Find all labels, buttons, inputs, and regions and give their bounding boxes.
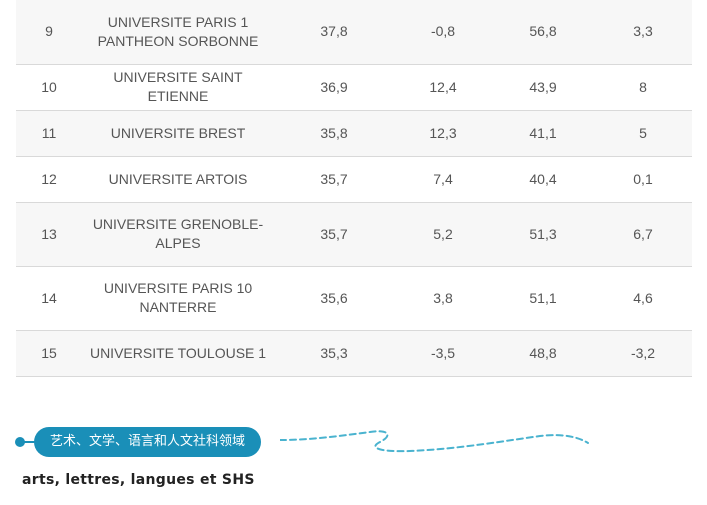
value-1-cell: 35,8 (274, 110, 394, 157)
value-2-cell: 7,4 (394, 156, 492, 203)
section-subtitle: arts, lettres, langues et SHS (22, 472, 255, 488)
value-3-cell: 43,9 (492, 64, 594, 111)
university-name-cell: UNIVERSITE TOULOUSE 1 (82, 330, 274, 377)
value-2-cell: 12,4 (394, 64, 492, 111)
table-row: 11 UNIVERSITE BREST 35,8 12,3 41,1 5 (16, 110, 692, 157)
university-name-cell: UNIVERSITE GRENOBLE-ALPES (82, 202, 274, 267)
value-1-cell: 35,7 (274, 156, 394, 203)
section-tag: 艺术、文学、语言和人文社科领域 (34, 427, 262, 457)
value-4-cell: 6,7 (594, 202, 692, 267)
value-4-cell: -3,2 (594, 330, 692, 377)
value-4-cell: 4,6 (594, 266, 692, 331)
rank-cell: 14 (16, 266, 82, 331)
tag-connector-line (22, 441, 36, 443)
university-name-cell: UNIVERSITE SAINT ETIENNE (82, 64, 274, 111)
ranking-table-body: 9 UNIVERSITE PARIS 1 PANTHEON SORBONNE 37,… (16, 0, 692, 377)
value-1-cell: 35,7 (274, 202, 394, 267)
rank-cell: 10 (16, 64, 82, 111)
ranking-table-wrap: 9 UNIVERSITE PARIS 1 PANTHEON SORBONNE 37,… (16, 0, 692, 377)
value-2-cell: 12,3 (394, 110, 492, 157)
value-3-cell: 40,4 (492, 156, 594, 203)
university-name-cell: UNIVERSITE BREST (82, 110, 274, 157)
tag-dot (15, 437, 25, 447)
value-4-cell: 8 (594, 64, 692, 111)
value-1-cell: 35,3 (274, 330, 394, 377)
value-4-cell: 3,3 (594, 0, 692, 65)
rank-cell: 9 (16, 0, 82, 65)
rank-cell: 12 (16, 156, 82, 203)
table-row: 9 UNIVERSITE PARIS 1 PANTHEON SORBONNE 37,… (16, 0, 692, 65)
value-2-cell: 5,2 (394, 202, 492, 267)
university-name-cell: UNIVERSITE ARTOIS (82, 156, 274, 203)
value-4-cell: 0,1 (594, 156, 692, 203)
value-3-cell: 51,1 (492, 266, 594, 331)
university-name-cell: UNIVERSITE PARIS 10 NANTERRE (82, 266, 274, 331)
table-row: 14 UNIVERSITE PARIS 10 NANTERRE 35,6 3,8 51,… (16, 266, 692, 331)
value-2-cell: -3,5 (394, 330, 492, 377)
value-1-cell: 36,9 (274, 64, 394, 111)
table-row: 12 UNIVERSITE ARTOIS 35,7 7,4 40,4 0,1 (16, 156, 692, 203)
value-1-cell: 35,6 (274, 266, 394, 331)
table-row: 13 UNIVERSITE GRENOBLE-ALPES 35,7 5,2 51,3 6,… (16, 202, 692, 267)
value-2-cell: 3,8 (394, 266, 492, 331)
value-3-cell: 56,8 (492, 0, 594, 65)
value-1-cell: 37,8 (274, 0, 394, 65)
ranking-table: 9 UNIVERSITE PARIS 1 PANTHEON SORBONNE 37,… (16, 0, 692, 377)
table-row: 15 UNIVERSITE TOULOUSE 1 35,3 -3,5 48,8 -3,2 (16, 330, 692, 377)
university-name-cell: UNIVERSITE PARIS 1 PANTHEON SORBONNE (82, 0, 274, 65)
rank-cell: 15 (16, 330, 82, 377)
dashed-wave-decoration (280, 430, 589, 453)
value-3-cell: 41,1 (492, 110, 594, 157)
value-3-cell: 51,3 (492, 202, 594, 267)
value-2-cell: -0,8 (394, 0, 492, 65)
rank-cell: 13 (16, 202, 82, 267)
value-3-cell: 48,8 (492, 330, 594, 377)
table-row: 10 UNIVERSITE SAINT ETIENNE 36,9 12,4 43,9 8 (16, 64, 692, 111)
value-4-cell: 5 (594, 110, 692, 157)
rank-cell: 11 (16, 110, 82, 157)
